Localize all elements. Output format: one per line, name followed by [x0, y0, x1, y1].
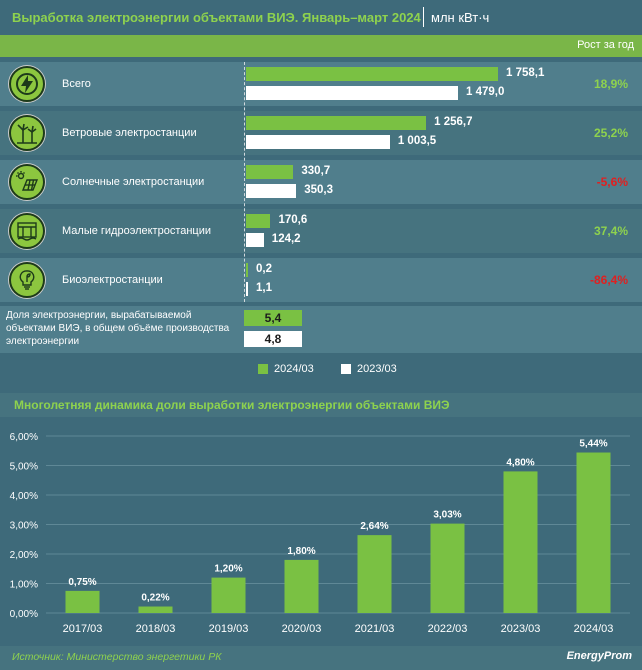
footer: Источник: Министерство энергетики РК Ene… — [0, 646, 642, 670]
legend-label-previous: 2023/03 — [357, 363, 397, 375]
bar-current — [246, 263, 248, 277]
chart-bar — [211, 577, 246, 613]
bar-current — [246, 165, 294, 179]
header: Выработка электроэнергии объектами ВИЭ. … — [0, 0, 642, 34]
data-label: 5,44% — [579, 439, 607, 450]
data-label: 2,64% — [360, 521, 388, 532]
value-previous: 1,1 — [256, 282, 272, 294]
legend-swatch-current — [258, 364, 268, 374]
row-label: Малые гидроэлектростанции — [62, 225, 212, 237]
chart-bar — [65, 590, 100, 613]
data-label: 0,22% — [141, 593, 169, 604]
row-background — [0, 209, 642, 253]
x-tick-label: 2024/03 — [574, 623, 614, 635]
share-value-previous: 4,8 — [244, 331, 302, 347]
row-label: Солнечные электростанции — [62, 176, 205, 188]
chart-bar — [284, 559, 319, 613]
legend-current: 2024/03 — [258, 363, 314, 375]
share-dynamics-chart: 0,00% 1,00% 2,00% 3,00% 4,00% 5,00% 6,00% 0,75%… — [10, 432, 630, 635]
growth-value: -86,4% — [589, 273, 628, 287]
x-tick-label: 2018/03 — [136, 623, 176, 635]
bar-previous — [246, 184, 297, 198]
value-current: 330,7 — [301, 165, 331, 177]
x-tick-label: 2019/03 — [209, 623, 249, 635]
data-label: 4,80% — [506, 457, 534, 468]
y-tick-label: 3,00% — [10, 521, 38, 532]
y-tick-label: 0,00% — [10, 609, 38, 620]
chart-bar — [430, 523, 465, 613]
bar-current — [246, 116, 427, 130]
chart-section-header: Многолетняя динамика доли выработки элек… — [0, 393, 642, 417]
growth-value: -5,6% — [596, 175, 628, 189]
y-tick-label: 5,00% — [10, 462, 38, 473]
lightning-icon — [9, 66, 45, 102]
data-label: 3,03% — [433, 510, 461, 521]
data-label: 0,75% — [68, 577, 96, 588]
row-label: Ветровые электростанции — [62, 127, 197, 139]
row-label: Всего — [62, 78, 91, 90]
chart-bar — [357, 535, 392, 613]
bar-previous — [246, 86, 458, 100]
column-header-strip — [0, 35, 642, 57]
legend-label-current: 2024/03 — [274, 363, 314, 375]
wind-turbine-icon — [9, 115, 45, 151]
brand-logo: EnergyProm — [566, 650, 632, 662]
share-value-current: 5,4 — [244, 310, 302, 326]
share-row — [0, 306, 642, 353]
row-background — [0, 160, 642, 204]
x-tick-label: 2020/03 — [282, 623, 322, 635]
value-current: 0,2 — [256, 263, 272, 275]
bar-current — [246, 214, 271, 228]
y-tick-label: 6,00% — [10, 432, 38, 443]
chart-bar — [503, 471, 538, 613]
chart-bar — [138, 606, 173, 613]
title-separator — [423, 7, 424, 27]
growth-value: 18,9% — [593, 77, 628, 91]
source-note: Источник: Министерство энергетики РК — [12, 651, 222, 663]
value-current: 170,6 — [278, 214, 308, 226]
value-previous: 1 003,5 — [397, 135, 437, 147]
bar-current — [246, 67, 498, 81]
growth-value: 37,4% — [593, 224, 628, 238]
solar-panel-icon — [9, 164, 45, 200]
legend-previous: 2023/03 — [341, 363, 397, 375]
data-label: 1,80% — [287, 546, 315, 557]
bar-previous — [246, 135, 390, 149]
y-tick-label: 4,00% — [10, 491, 38, 502]
value-previous: 124,2 — [271, 233, 301, 245]
unit-label: млн кВт·ч — [431, 10, 490, 25]
value-current: 1 758,1 — [506, 67, 545, 79]
growth-column-header: Рост за год — [577, 39, 634, 51]
bar-axis-line — [244, 62, 245, 302]
x-tick-label: 2022/03 — [428, 623, 468, 635]
value-current: 1 256,7 — [434, 116, 473, 128]
data-label: 1,20% — [214, 564, 242, 575]
row-background — [0, 258, 642, 302]
value-previous: 1 479,0 — [465, 86, 505, 98]
growth-value: 25,2% — [593, 126, 628, 140]
bio-bulb-icon — [9, 262, 45, 298]
hydro-plant-icon — [9, 213, 45, 249]
y-tick-label: 2,00% — [10, 550, 38, 561]
value-previous: 350,3 — [304, 184, 333, 196]
legend-swatch-previous — [341, 364, 351, 374]
share-label: Доля электроэнергии, вырабатываемой объе… — [6, 310, 230, 347]
page-title: Выработка электроэнергии объектами ВИЭ. … — [12, 10, 421, 25]
bar-previous — [246, 282, 248, 296]
row-label: Биоэлектростанции — [62, 274, 163, 286]
chart-bar — [576, 452, 611, 613]
x-tick-label: 2017/03 — [63, 623, 103, 635]
y-tick-label: 1,00% — [10, 580, 38, 591]
x-tick-label: 2023/03 — [501, 623, 541, 635]
bar-previous — [246, 233, 264, 247]
x-tick-label: 2021/03 — [355, 623, 395, 635]
chart-title: Многолетняя динамика доли выработки элек… — [14, 398, 450, 412]
